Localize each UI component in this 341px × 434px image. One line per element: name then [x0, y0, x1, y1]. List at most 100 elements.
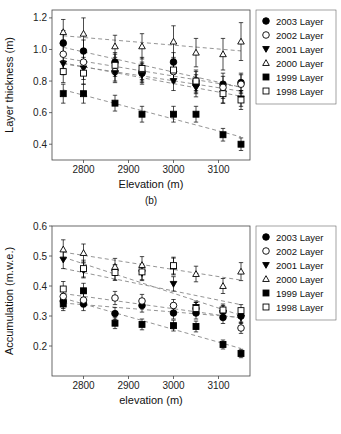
y-tick-label: 0.8 — [33, 76, 47, 87]
x-tick — [83, 160, 84, 163]
legend-label: 2002 Layer — [276, 246, 324, 257]
trend-line — [63, 58, 241, 87]
data-point — [171, 323, 177, 329]
legend-label: 2003 Layer — [276, 16, 324, 27]
data-point — [60, 91, 66, 97]
legend-marker — [263, 263, 270, 269]
panel: 0.20.30.40.50.62800290030003100elevation… — [3, 221, 336, 407]
trend-line — [63, 252, 241, 280]
data-point — [193, 305, 200, 312]
chart-canvas: 0.40.60.81.01.22800290030003100Elevation… — [0, 0, 341, 434]
data-point — [220, 342, 226, 348]
x-tick — [83, 376, 84, 379]
legend-frame — [256, 226, 336, 320]
legend: 2003 Layer2002 Layer2001 Layer2000 Layer… — [256, 10, 336, 104]
plot-frame — [52, 226, 250, 376]
series-markers — [60, 293, 244, 331]
data-point — [112, 62, 118, 68]
data-point — [81, 288, 87, 294]
data-point — [80, 59, 87, 66]
legend-label: 2000 Layer — [276, 58, 324, 69]
error-bar — [113, 318, 117, 329]
data-point — [238, 325, 245, 332]
data-point — [60, 61, 67, 67]
error-bar — [239, 138, 243, 151]
trend-line — [63, 47, 241, 87]
legend-marker — [263, 304, 269, 310]
series-markers — [60, 257, 244, 321]
x-tick-label: 3100 — [207, 164, 230, 175]
data-point — [238, 308, 244, 314]
data-point — [112, 295, 119, 302]
data-point — [238, 38, 245, 44]
x-tick — [128, 160, 129, 163]
data-point — [60, 257, 67, 263]
data-point — [171, 111, 177, 117]
data-point — [81, 91, 87, 97]
data-point — [139, 43, 146, 49]
error-bar — [140, 106, 144, 122]
data-point — [112, 100, 118, 106]
x-axis-label: elevation (m) — [119, 394, 183, 406]
error-bar — [113, 95, 117, 111]
data-point — [220, 91, 226, 97]
y-tick — [49, 286, 52, 287]
series-markers — [60, 298, 244, 321]
x-tick-label: 3000 — [162, 380, 185, 391]
data-point — [81, 70, 87, 76]
data-point — [193, 271, 200, 277]
data-point — [60, 29, 67, 35]
legend-label: 1999 Layer — [276, 288, 324, 299]
data-point — [193, 78, 200, 85]
data-point — [170, 302, 177, 309]
legend-label: 1998 Layer — [276, 302, 324, 313]
annotation: (b) — [145, 195, 157, 206]
legend-label: 1998 Layer — [276, 86, 324, 97]
data-point — [238, 97, 244, 103]
x-tick-label: 2900 — [117, 380, 140, 391]
legend-label: 2001 Layer — [276, 44, 324, 55]
y-tick — [49, 256, 52, 257]
data-point — [139, 262, 146, 268]
legend-label: 2001 Layer — [276, 260, 324, 271]
series-markers — [60, 288, 244, 357]
legend-marker — [263, 276, 270, 282]
y-axis-label: Accumulation (m.w.e.) — [3, 247, 15, 355]
trend-line — [63, 268, 241, 304]
plot-frame — [52, 10, 250, 160]
error-bar — [171, 106, 175, 122]
data-point — [193, 78, 199, 84]
series-markers — [60, 91, 244, 147]
series-markers — [60, 40, 244, 88]
x-tick-label: 3000 — [162, 164, 185, 175]
trend-line — [63, 294, 241, 318]
error-bar — [239, 91, 243, 110]
data-point — [220, 51, 227, 57]
legend-marker — [263, 74, 269, 80]
data-point — [170, 38, 177, 44]
data-point — [220, 283, 227, 289]
data-point — [60, 301, 66, 307]
error-bar — [140, 319, 144, 330]
page: {"chart_data": [ {"type": "scatter", "x_… — [0, 0, 341, 434]
data-point — [139, 111, 145, 117]
legend-marker — [263, 290, 269, 296]
data-point — [112, 310, 119, 317]
legend-frame — [256, 10, 336, 104]
data-point — [139, 65, 145, 71]
error-bar — [171, 320, 175, 331]
data-point — [112, 43, 119, 49]
legend-label: 1999 Layer — [276, 72, 324, 83]
data-point — [170, 263, 177, 269]
legend-marker — [263, 47, 270, 53]
trend-line — [63, 303, 241, 317]
data-point — [220, 84, 227, 91]
data-point — [171, 67, 177, 73]
trend-line — [63, 64, 241, 91]
error-bar — [171, 258, 175, 275]
data-point — [139, 321, 145, 327]
panel: 0.40.60.81.01.22800290030003100Elevation… — [3, 10, 336, 206]
data-point — [220, 307, 226, 313]
data-point — [80, 48, 87, 55]
error-bar — [239, 349, 243, 357]
